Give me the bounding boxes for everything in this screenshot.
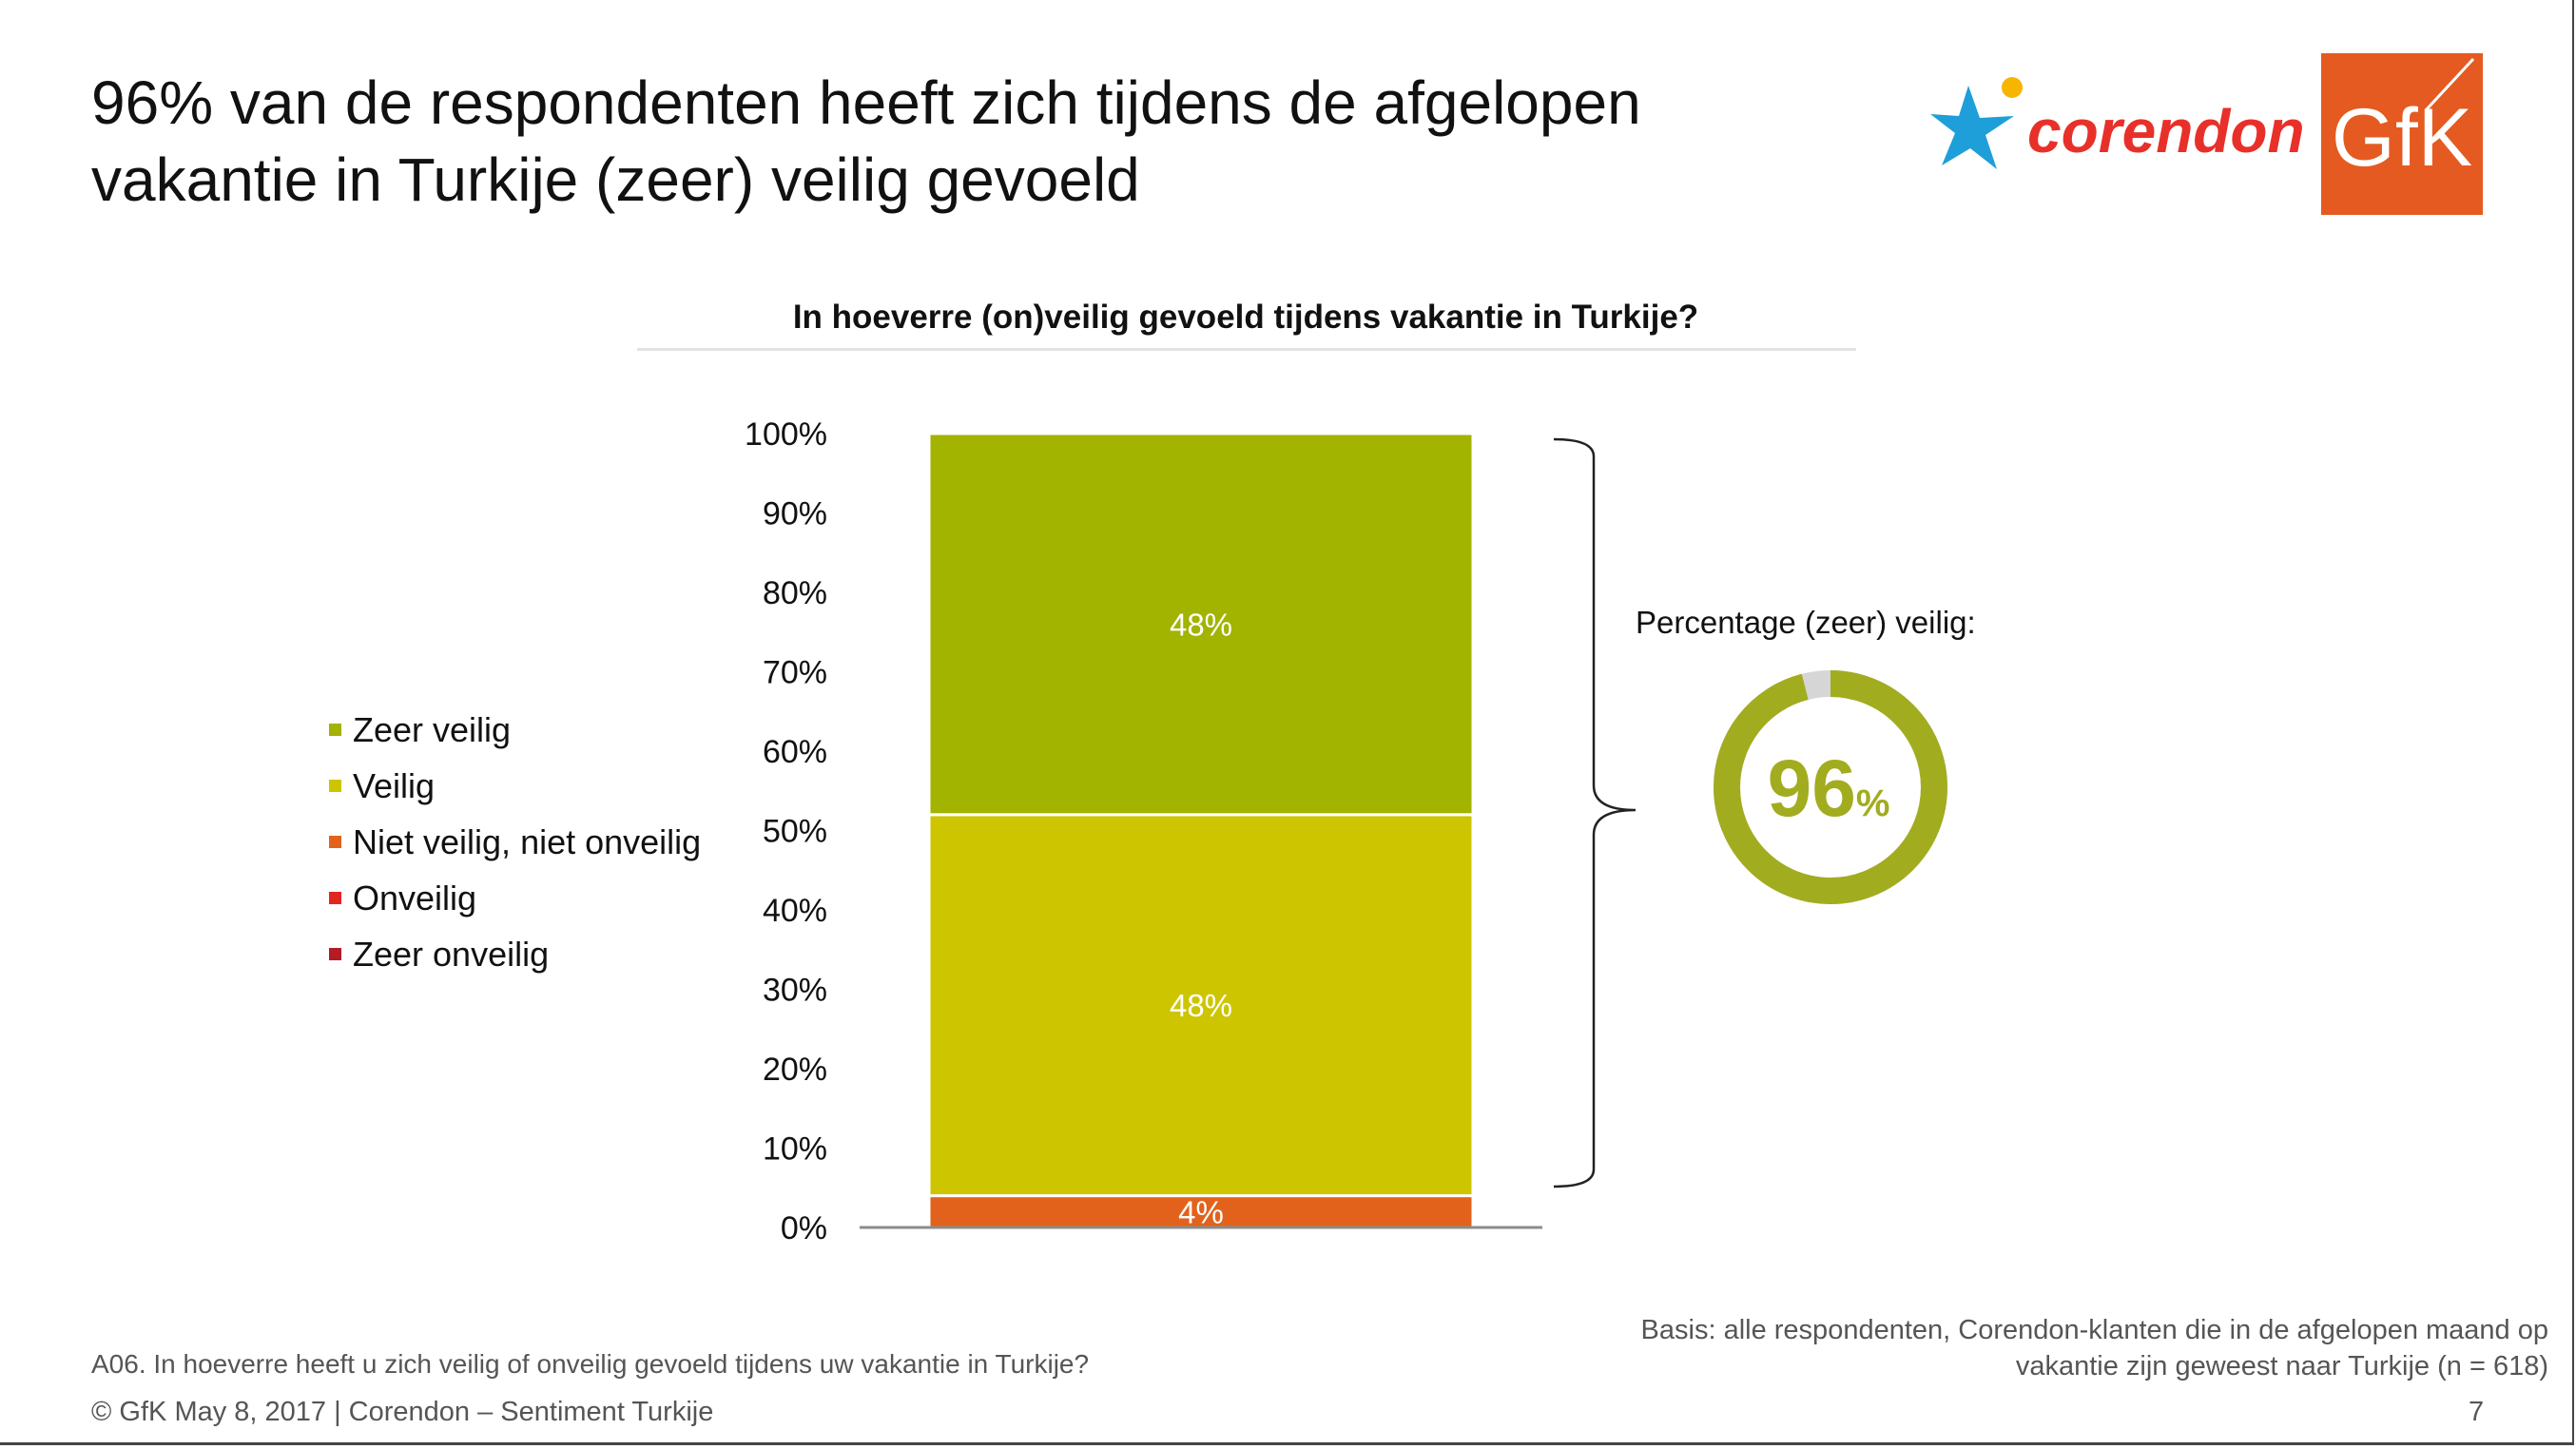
legend-item-zeer-onveilig: Zeer onveilig: [329, 926, 701, 982]
legend-item-neutraal: Niet veilig, niet onveilig: [329, 814, 701, 870]
slide-title: 96% van de respondenten heeft zich tijde…: [91, 68, 1641, 214]
ring-label: Percentage (zeer) veilig:: [1636, 605, 1976, 640]
corendon-logo: corendon: [1930, 74, 2311, 188]
legend-label: Zeer onveilig: [353, 934, 550, 974]
title-underline: [637, 348, 1856, 351]
legend-swatch: [329, 780, 341, 792]
legend-label: Veilig: [353, 765, 436, 805]
page-number: 7: [2469, 1397, 2485, 1427]
legend-label: Zeer veilig: [353, 709, 512, 749]
legend-item-onveilig: Onveilig: [329, 870, 701, 926]
footer-copyright: © GfK May 8, 2017 | Corendon – Sentiment…: [91, 1397, 714, 1427]
legend-label: Niet veilig, niet onveilig: [353, 821, 702, 861]
gfk-logo: GfK: [2321, 53, 2483, 215]
legend-item-zeer-veilig: Zeer veilig: [329, 702, 701, 758]
legend-label: Onveilig: [353, 878, 477, 918]
basis-note: Basis: alle respondenten, Corendon-klant…: [1640, 1315, 2548, 1381]
chart-legend: Zeer veilig Veilig Niet veilig, niet onv…: [329, 702, 701, 982]
corendon-wordmark: corendon: [2027, 97, 2305, 165]
legend-swatch: [329, 892, 341, 904]
legend-swatch: [329, 948, 341, 960]
gfk-wordmark: GfK: [2331, 92, 2473, 184]
legend-swatch: [329, 724, 341, 736]
legend-swatch: [329, 836, 341, 848]
legend-item-veilig: Veilig: [329, 758, 701, 814]
star-icon: [1930, 86, 2014, 169]
chart-title: In hoeverre (on)veilig gevoeld tijdens v…: [792, 299, 1699, 336]
question-note: A06. In hoeverre heeft u zich veilig of …: [91, 1349, 1090, 1379]
